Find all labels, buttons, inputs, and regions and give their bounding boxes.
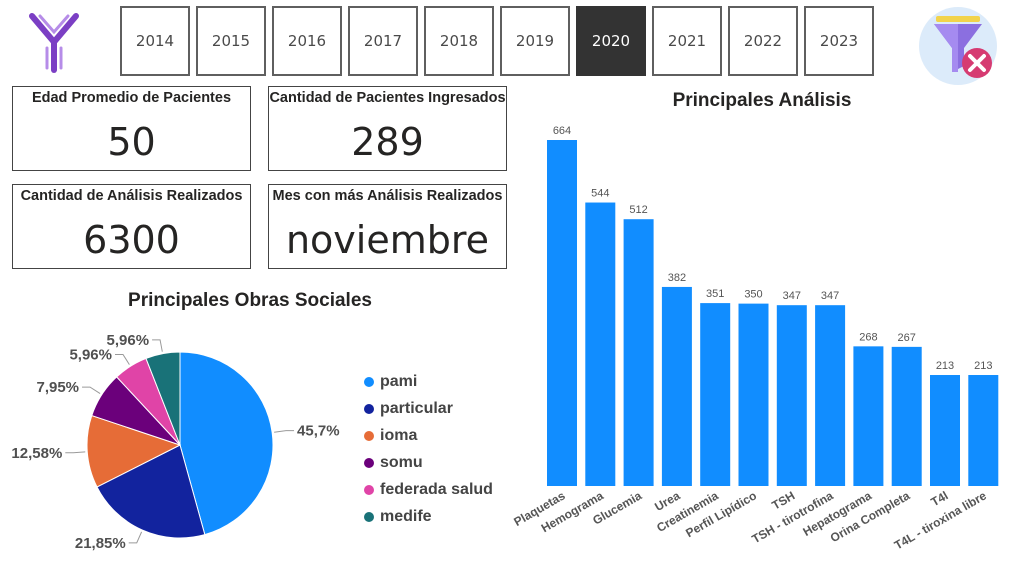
- pie-leader-line: [115, 353, 130, 365]
- legend-dot: [364, 430, 374, 441]
- legend-label: pami: [380, 372, 418, 390]
- bar-data-label: 512: [629, 204, 647, 216]
- pie-data-label: 5,96%: [107, 332, 150, 349]
- legend-label: particular: [380, 399, 453, 417]
- bar-data-label: 664: [553, 125, 571, 137]
- pie-chart: 45,7% 21,85% 12,58% 7,95% 5,96%5,96%: [11, 332, 340, 552]
- year-slicer: 2014 2015 2016 2017 2018 2019 2020 2021 …: [120, 6, 880, 76]
- legend-dot: [364, 403, 374, 414]
- legend-dot: [364, 457, 374, 468]
- pie-leader-line: [65, 451, 86, 454]
- legend-dot: [364, 511, 374, 522]
- pie-leader-line: [128, 531, 143, 544]
- bar-chart: 664Plaquetas544Hemograma512Glucemia382Ur…: [511, 125, 999, 553]
- bar-chart-title: Principales Análisis: [672, 90, 852, 111]
- legend-label: medife: [380, 507, 432, 525]
- antibody-y-icon: [28, 12, 80, 74]
- bar-data-label: 347: [821, 290, 839, 302]
- pie-slice-medife[interactable]: [145, 351, 181, 446]
- bar-data-label: 268: [859, 331, 877, 343]
- bar-data-label: 544: [591, 188, 609, 200]
- year-button-2021[interactable]: 2021: [652, 6, 722, 76]
- year-button-2018[interactable]: 2018: [424, 6, 494, 76]
- bar-plaquetas[interactable]: [547, 140, 577, 486]
- kpi-card-edad-promedio: Edad Promedio de Pacientes 50: [12, 86, 251, 171]
- legend-item-medife[interactable]: medife: [364, 503, 493, 530]
- bar-data-label: 382: [668, 272, 686, 284]
- legend-label: ioma: [380, 426, 418, 444]
- legend-item-somu[interactable]: somu: [364, 449, 493, 476]
- clear-filter-button[interactable]: [918, 6, 998, 86]
- pie-legend: pami particular ioma somu federada salud…: [364, 368, 493, 530]
- legend-item-pami[interactable]: pami: [364, 368, 493, 395]
- bar-glucemia[interactable]: [623, 219, 654, 486]
- bar-data-label: 213: [974, 360, 992, 372]
- year-button-2015[interactable]: 2015: [196, 6, 266, 76]
- legend-label: federada salud: [380, 480, 493, 498]
- kpi-card-analisis-realizados: Cantidad de Análisis Realizados 6300: [12, 184, 251, 269]
- kpi-card-mes-mas-analisis: Mes con más Análisis Realizados noviembr…: [268, 184, 507, 269]
- bar-urea[interactable]: [661, 286, 692, 486]
- kpi-value: 6300: [83, 218, 180, 262]
- bar-data-label: 350: [744, 289, 762, 301]
- pie-data-label: 12,58%: [11, 445, 62, 462]
- pie-leader-line: [274, 430, 295, 433]
- bar-t4l---tiroxina-libre[interactable]: [968, 375, 999, 486]
- year-button-2020[interactable]: 2020: [576, 6, 646, 76]
- year-button-2014[interactable]: 2014: [120, 6, 190, 76]
- bar-category-label: T4l: [928, 488, 950, 509]
- legend-item-ioma[interactable]: ioma: [364, 422, 493, 449]
- legend-item-federada-salud[interactable]: federada salud: [364, 476, 493, 503]
- bar-hemograma[interactable]: [585, 202, 616, 486]
- bar-orina-completa[interactable]: [891, 346, 922, 486]
- bar-tsh[interactable]: [776, 305, 807, 486]
- year-button-2023[interactable]: 2023: [804, 6, 874, 76]
- kpi-value: 50: [107, 120, 156, 164]
- pie-slice-ioma[interactable]: [86, 414, 182, 488]
- year-button-2017[interactable]: 2017: [348, 6, 418, 76]
- kpi-title: Cantidad de Pacientes Ingresados: [269, 90, 506, 106]
- pie-data-label: 21,85%: [75, 535, 126, 552]
- legend-dot: [364, 376, 374, 387]
- kpi-title: Edad Promedio de Pacientes: [31, 90, 232, 106]
- kpi-value: noviembre: [285, 218, 490, 262]
- legend-dot: [364, 484, 374, 495]
- bar-perfil-lipídico[interactable]: [738, 303, 769, 486]
- kpi-title: Cantidad de Análisis Realizados: [20, 188, 243, 204]
- bar-data-label: 351: [706, 288, 724, 300]
- bar-data-label: 213: [936, 360, 954, 372]
- pie-data-label: 45,7%: [297, 423, 340, 440]
- legend-item-particular[interactable]: particular: [364, 395, 493, 422]
- year-button-2016[interactable]: 2016: [272, 6, 342, 76]
- pie-slice-pami[interactable]: [179, 351, 274, 536]
- pie-data-label: 7,95%: [36, 379, 79, 396]
- bar-t4l[interactable]: [930, 375, 960, 486]
- pie-slice-particular[interactable]: [96, 444, 206, 539]
- bar-tsh---tirotrofina[interactable]: [815, 305, 846, 486]
- bar-creatinemia[interactable]: [700, 303, 731, 486]
- filter-clear-icon: [919, 7, 997, 85]
- year-button-2019[interactable]: 2019: [500, 6, 570, 76]
- pie-leader-line: [152, 339, 163, 352]
- pie-data-label: 5,96%: [69, 346, 112, 363]
- pie-chart-title: Principales Obras Sociales: [128, 290, 372, 311]
- legend-label: somu: [380, 453, 423, 471]
- kpi-value: 289: [351, 120, 424, 164]
- kpi-card-pacientes-ingresados: Cantidad de Pacientes Ingresados 289: [268, 86, 507, 171]
- year-button-2022[interactable]: 2022: [728, 6, 798, 76]
- pie-leader-line: [82, 386, 101, 394]
- bar-hepatograma[interactable]: [853, 346, 884, 486]
- kpi-title: Mes con más Análisis Realizados: [272, 188, 503, 204]
- bar-data-label: 347: [783, 290, 801, 302]
- bar-data-label: 267: [898, 332, 916, 344]
